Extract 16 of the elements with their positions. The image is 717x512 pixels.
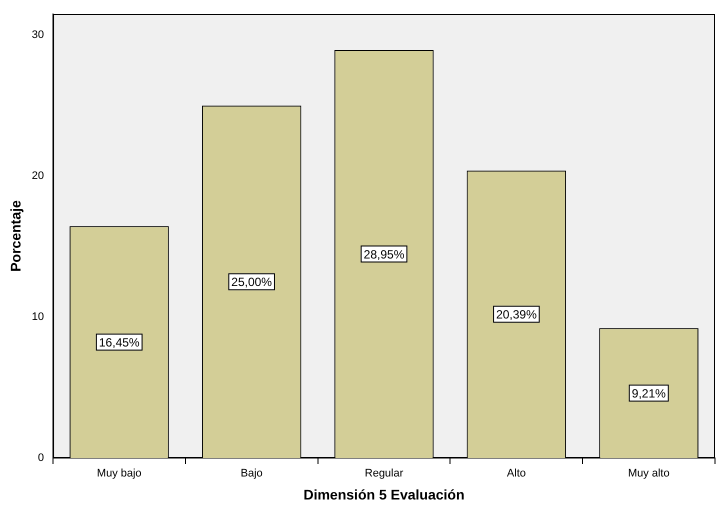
data-label: 9,21% xyxy=(632,386,666,400)
data-label: 16,45% xyxy=(98,335,140,350)
y-tick-label: 20 xyxy=(32,170,44,182)
y-tick-label: 30 xyxy=(32,29,44,42)
x-tick-label: Regular xyxy=(364,468,404,480)
y-tick-label: 0 xyxy=(38,452,44,464)
data-label: 28,95% xyxy=(364,247,405,262)
data-label: 25,00% xyxy=(231,275,272,290)
data-label: 20,39% xyxy=(496,308,538,322)
x-axis-title: Dimensión 5 Evaluación xyxy=(303,486,465,502)
x-tick-label: Muy alto xyxy=(628,468,670,480)
x-tick-label: Alto xyxy=(506,468,526,480)
x-tick-label: Muy bajo xyxy=(96,468,142,480)
x-tick-label: Bajo xyxy=(240,468,263,480)
y-axis-title: Porcentaje xyxy=(7,200,24,272)
y-tick-label: 10 xyxy=(32,311,44,324)
